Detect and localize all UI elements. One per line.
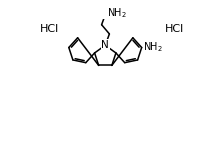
Text: HCl: HCl bbox=[39, 24, 59, 34]
Text: HCl: HCl bbox=[165, 24, 184, 34]
Text: N: N bbox=[101, 40, 109, 50]
Text: NH$_2$: NH$_2$ bbox=[107, 7, 127, 20]
Text: NH$_2$: NH$_2$ bbox=[143, 41, 163, 54]
